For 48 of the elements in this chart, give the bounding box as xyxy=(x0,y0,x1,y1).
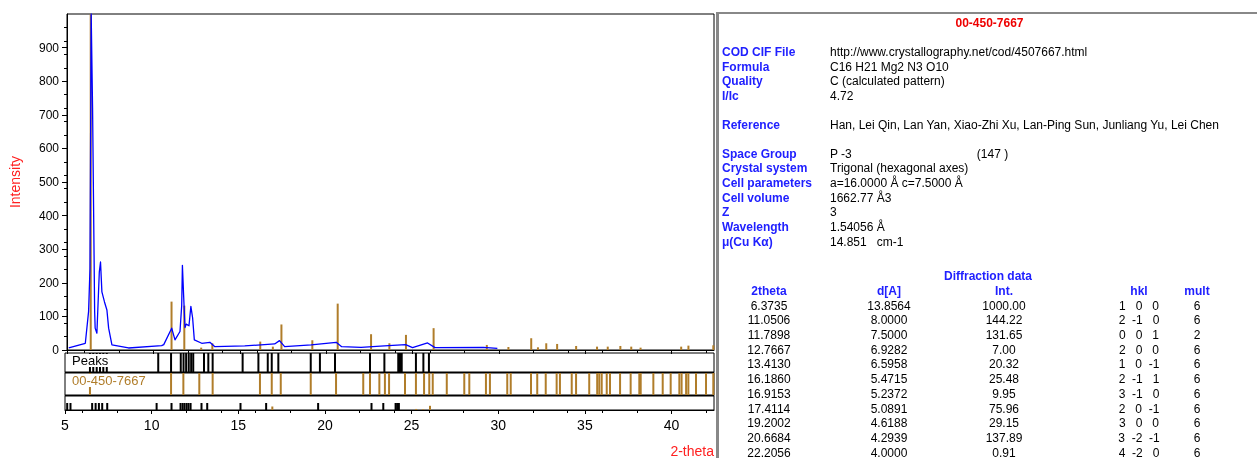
text: Wavelength 1.54056 Å xyxy=(722,220,885,234)
text: Crystal system Trigonal (hexagonal axes) xyxy=(722,161,969,176)
text: Space Group P -3 (147 ) xyxy=(722,146,1009,161)
y-tick-label: 0 xyxy=(52,343,60,357)
x-tick-label: 10 xyxy=(143,417,160,433)
text: 17.4114 5.0891 75.96 2 0 -1 6 xyxy=(747,401,1201,416)
series-label: Peaks xyxy=(72,353,109,368)
y-tick-label: 800 xyxy=(38,74,60,89)
x-tick-label: 15 xyxy=(230,417,247,433)
text: Quality C (calculated pattern) xyxy=(722,74,945,89)
x-tick-label: 5 xyxy=(61,417,70,433)
text: I/Ic 4.72 xyxy=(722,89,854,104)
y-axis-title: Intensity xyxy=(7,155,23,209)
x-tick-label: 30 xyxy=(490,417,507,433)
x-tick-label: 25 xyxy=(403,417,420,433)
x-tick-label: 40 xyxy=(663,417,680,433)
text: Cell volume 1662.77 Å3 xyxy=(722,190,892,205)
text: 00-450-7667 xyxy=(954,16,1025,30)
series-label: 00-450-7667 xyxy=(72,373,146,388)
text: 13.4130 6.5958 20.32 1 0 -1 6 xyxy=(747,357,1201,372)
text: 12.7667 6.9282 7.00 2 0 0 6 xyxy=(747,342,1201,357)
text: 6.3735 13.8564 1000.00 1 0 0 6 xyxy=(750,298,1201,313)
text: Z 3 xyxy=(722,205,837,220)
y-tick-label: 200 xyxy=(38,275,60,290)
text: 16.9153 5.2372 9.95 3 -1 0 6 xyxy=(747,386,1201,401)
text: 11.7898 7.5000 131.65 0 0 1 2 xyxy=(747,328,1201,342)
text: μ(Cu Kα) 14.851 cm-1 xyxy=(722,234,904,249)
y-tick-label: 500 xyxy=(38,175,60,189)
text: Reference Han, Lei Qin, Lan Yan, Xiao-Zhi Xu, Lan-Ping Sun, Junliang Yu, Lei Chen xyxy=(722,117,1219,132)
text: COD CIF File http://www.crystallography.net/cod/4507667.html xyxy=(722,45,1088,59)
text: Formula C16 H21 Mg2 N3 O10 xyxy=(722,59,949,74)
text: 19.2002 4.6188 29.15 3 0 0 6 xyxy=(747,416,1201,431)
y-tick-label: 400 xyxy=(38,208,60,223)
text: Cell parameters a=16.0000 Å c=7.5000 Å xyxy=(722,175,963,190)
text: 22.2056 4.0000 0.91 4 -2 0 6 xyxy=(747,445,1201,458)
text: 16.1860 5.4715 25.48 2 -1 1 6 xyxy=(747,372,1201,387)
text: Diffraction data xyxy=(944,269,1033,284)
y-tick-label: 600 xyxy=(38,141,60,156)
text: 2theta d[A] Int. hkl mult xyxy=(751,283,1210,298)
y-tick-label: 300 xyxy=(38,242,60,257)
x-tick-label: 20 xyxy=(317,417,333,433)
y-tick-label: 900 xyxy=(38,40,60,55)
text: 20.6684 4.2939 137.89 3 -2 -1 6 xyxy=(747,430,1201,445)
text: 11.0506 8.0000 144.22 2 -1 0 6 xyxy=(747,313,1201,328)
x-axis-title: 2-theta xyxy=(670,443,715,458)
y-tick-label: 100 xyxy=(38,309,60,324)
x-tick-label: 35 xyxy=(577,417,593,433)
y-tick-label: 700 xyxy=(38,107,60,122)
